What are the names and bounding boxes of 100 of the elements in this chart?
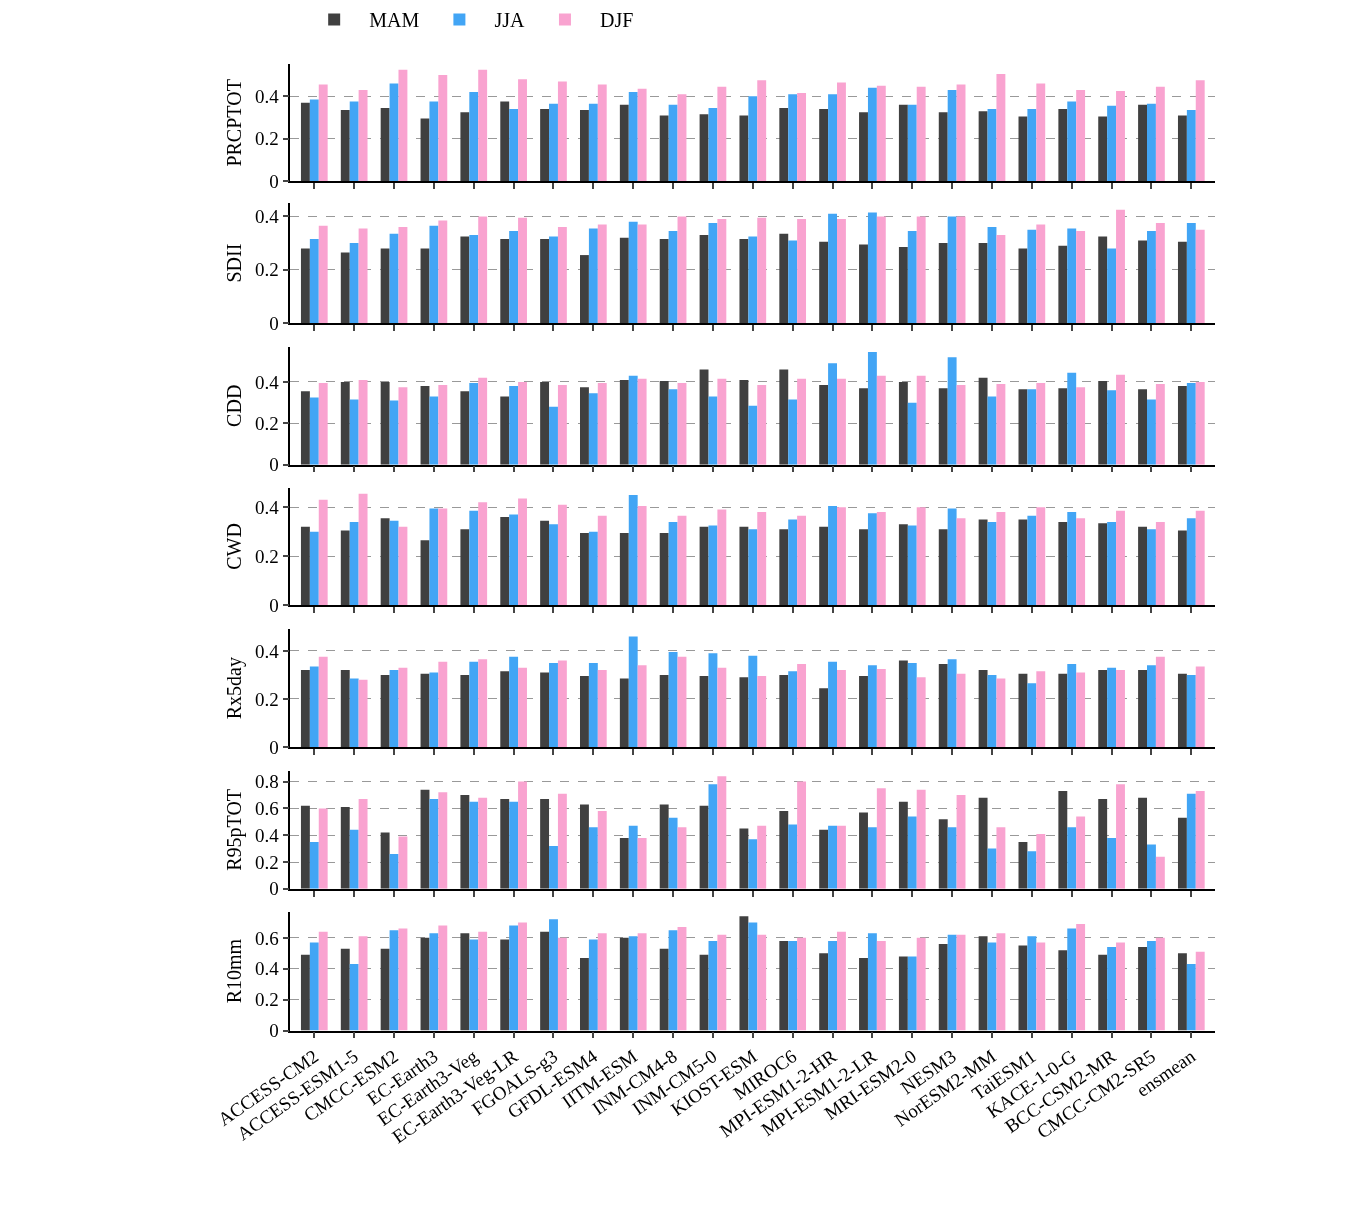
bar	[1138, 389, 1148, 465]
bar	[540, 520, 550, 606]
bar	[859, 244, 868, 324]
bar	[318, 931, 328, 1031]
bar	[956, 216, 966, 324]
bar	[309, 531, 319, 606]
bar	[956, 518, 966, 606]
bar	[1036, 833, 1046, 889]
bar	[588, 827, 598, 889]
bar	[1116, 784, 1125, 889]
bar	[659, 674, 669, 748]
bar	[398, 387, 408, 465]
bar	[819, 688, 829, 748]
bar	[1036, 224, 1046, 324]
bar	[938, 664, 948, 748]
bar	[1058, 950, 1068, 1031]
bar	[996, 933, 1006, 1031]
y-tick-label: 0.4	[255, 206, 280, 228]
bar	[828, 213, 837, 324]
bar	[916, 937, 926, 1031]
bar	[380, 107, 390, 182]
bar	[469, 510, 479, 606]
bar	[757, 512, 767, 606]
bar	[300, 670, 310, 748]
bar	[1177, 817, 1187, 889]
bar	[628, 221, 638, 324]
bar	[978, 797, 988, 889]
bar	[398, 227, 408, 324]
bar	[349, 829, 359, 889]
bar	[349, 399, 359, 465]
bar	[309, 942, 319, 1031]
bar	[668, 231, 678, 324]
bar	[540, 239, 550, 324]
bar	[1027, 515, 1037, 606]
bar	[358, 379, 368, 465]
bar	[739, 115, 749, 182]
bar	[1076, 672, 1086, 748]
bar	[438, 661, 448, 748]
bar	[628, 494, 638, 606]
bar	[1186, 964, 1196, 1031]
bar	[540, 381, 550, 465]
bar	[398, 526, 408, 606]
bar	[938, 112, 948, 182]
bar	[389, 930, 399, 1031]
bar	[748, 96, 758, 182]
bar	[1098, 236, 1108, 324]
bar	[978, 377, 988, 465]
bar	[788, 519, 798, 606]
bar	[659, 380, 669, 465]
bar	[580, 255, 589, 324]
bar	[996, 512, 1006, 606]
bar	[540, 109, 550, 182]
y-axis-title: CWD	[223, 523, 246, 570]
bar	[1107, 521, 1117, 606]
bar	[717, 509, 727, 606]
bar	[1147, 231, 1156, 324]
bar	[947, 216, 957, 324]
bar	[1067, 512, 1077, 606]
bar	[309, 666, 319, 748]
bar	[788, 824, 798, 889]
bar	[1195, 80, 1205, 182]
bar	[628, 92, 638, 182]
bar	[300, 391, 310, 465]
bar	[788, 399, 798, 465]
bar	[788, 240, 798, 324]
bar	[677, 656, 687, 748]
bar	[916, 789, 926, 889]
bar	[500, 939, 510, 1031]
bar	[1186, 223, 1196, 324]
bar	[947, 827, 957, 889]
bar	[518, 922, 527, 1031]
bar	[588, 531, 598, 606]
bar	[1177, 115, 1187, 182]
bar	[947, 89, 957, 182]
bar	[500, 516, 510, 606]
bar	[460, 112, 470, 182]
bar	[1177, 530, 1187, 606]
bar	[876, 668, 886, 748]
bar	[597, 811, 607, 889]
bar	[668, 930, 678, 1031]
bar	[699, 114, 709, 182]
bar	[619, 379, 629, 465]
bar	[429, 101, 439, 182]
bar	[509, 386, 519, 465]
bar	[340, 948, 350, 1031]
y-tick-label: 0.6	[255, 927, 279, 949]
bar	[518, 217, 527, 324]
bar	[580, 676, 589, 748]
bar	[779, 940, 789, 1031]
bar	[1027, 936, 1037, 1031]
bar	[1195, 229, 1205, 324]
bar	[938, 243, 948, 324]
bar	[478, 659, 488, 748]
bar	[1116, 670, 1125, 748]
y-tick-label: 0.4	[255, 958, 280, 980]
bar	[1155, 937, 1165, 1031]
bar	[358, 799, 368, 889]
y-tick-label: 0	[269, 454, 279, 476]
legend-label: DJF	[599, 9, 634, 32]
bar	[318, 225, 328, 324]
